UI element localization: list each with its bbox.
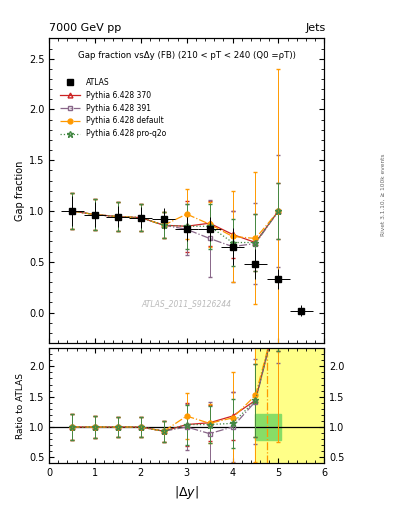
Bar (255, 348, 324, 463)
Y-axis label: Gap fraction: Gap fraction (15, 161, 25, 221)
Y-axis label: Ratio to ATLAS: Ratio to ATLAS (16, 373, 25, 439)
Text: Rivet 3.1.10, ≥ 100k events: Rivet 3.1.10, ≥ 100k events (381, 153, 386, 236)
Text: 7000 GeV pp: 7000 GeV pp (49, 23, 121, 33)
Legend: ATLAS, Pythia 6.428 370, Pythia 6.428 391, Pythia 6.428 default, Pythia 6.428 pr: ATLAS, Pythia 6.428 370, Pythia 6.428 39… (57, 75, 169, 141)
Text: Gap fraction vsΔy (FB) (210 < pT < 240 (Q0 =ρT)): Gap fraction vsΔy (FB) (210 < pT < 240 (… (78, 51, 296, 59)
Text: ATLAS_2011_S9126244: ATLAS_2011_S9126244 (141, 299, 232, 308)
Text: Jets: Jets (306, 23, 326, 33)
X-axis label: $|\Delta y|$: $|\Delta y|$ (174, 484, 199, 501)
Bar (255, 414, 281, 440)
